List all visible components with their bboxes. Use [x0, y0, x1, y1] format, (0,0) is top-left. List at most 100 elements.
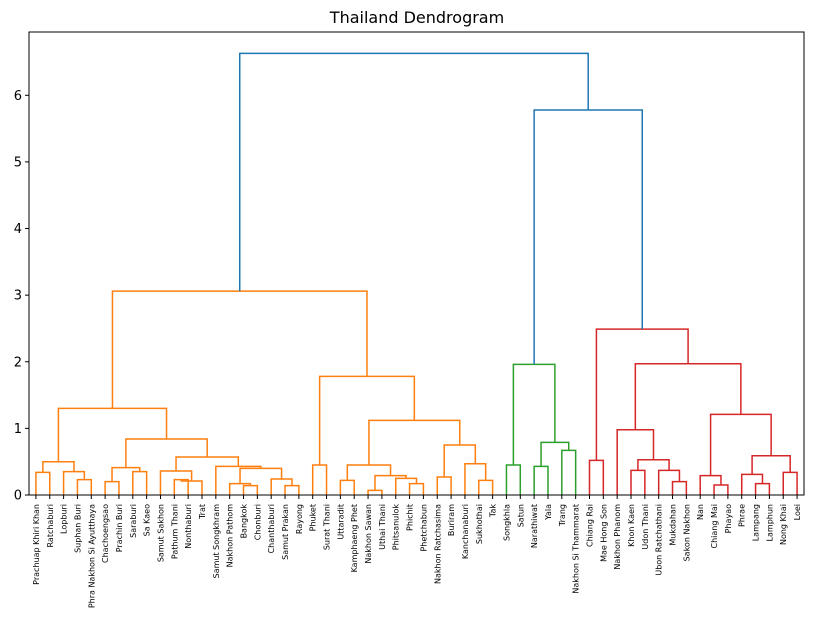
dendrogram-link [505, 464, 522, 495]
dendrogram-link [42, 460, 75, 473]
leaf-label: Trang [558, 504, 567, 527]
leaf-label: Prachin Buri [115, 504, 124, 552]
dendrogram-link [318, 375, 416, 466]
leaf-label: Rayong [295, 504, 304, 534]
dendrogram-link [630, 469, 646, 495]
leaf-label: Udon Thani [641, 504, 650, 550]
dendrogram-link [394, 477, 418, 495]
leaf-label: Nonthaburi [184, 504, 193, 549]
dendrogram-link [367, 489, 383, 495]
plot-frame [28, 31, 805, 496]
leaf-label: Phrae [738, 504, 747, 527]
x-axis: Prachuap Khiri Khan Ratchaburi Lopburi Suph… [32, 495, 802, 608]
leaf-label: Kanchanaburi [461, 504, 470, 559]
dendrogram-link [270, 478, 293, 495]
dendrogram-link [709, 413, 772, 476]
dendrogram-link [346, 464, 392, 481]
dendrogram-link [699, 474, 722, 495]
dendrogram-link [57, 407, 168, 462]
leaf-label: Phayao [724, 504, 733, 533]
leaf-label: Phitsanulok [392, 504, 401, 551]
leaf-label: Sakon Nakhon [682, 504, 691, 561]
dendrogram-link [111, 290, 368, 409]
dendrogram-link [228, 482, 252, 495]
leaf-label: Phra Nakhon Si Ayutthaya [87, 504, 96, 608]
dendrogram-link [159, 470, 193, 495]
leaf-label: Samut Songkhram [212, 504, 221, 579]
leaf-label: Tak [489, 504, 498, 518]
dendrogram-link [561, 449, 577, 495]
dendrogram-link [436, 476, 452, 495]
dendrogram-link [374, 474, 407, 491]
dendrogram-link [512, 363, 556, 466]
leaf-label: Songkhla [502, 504, 511, 541]
dendrogram-link [443, 444, 477, 478]
dendrogram-link [76, 478, 93, 495]
y-tick-label: 6 [14, 89, 22, 104]
leaf-label: Buriram [447, 504, 456, 536]
leaf-label: Phetchabun [419, 504, 428, 552]
leaf-label: Lamphun [765, 504, 774, 541]
dendrogram-link [215, 465, 262, 495]
leaf-label: Chonburi [253, 504, 262, 540]
dendrogram-link [751, 454, 791, 475]
y-tick-label: 4 [14, 222, 22, 237]
dendrogram-link [657, 469, 681, 495]
leaf-label: Nakhon Pathom [226, 504, 235, 568]
dendrogram-link [616, 428, 655, 495]
leaf-label: Kamphaeng Phet [350, 504, 359, 572]
dendrogram-link [368, 419, 461, 466]
dendrogram-link [740, 473, 764, 495]
leaf-label: Mukdahan [669, 504, 678, 546]
dendrogram-link [634, 363, 742, 430]
leaf-label: Trat [198, 504, 207, 520]
dendrogram-link [173, 478, 189, 495]
dendrogram-link [540, 441, 570, 467]
dendrogram-link [754, 482, 771, 495]
dendrogram-link [35, 471, 51, 495]
leaf-label: Lampang [752, 504, 761, 541]
dendrogram-links [35, 52, 798, 495]
dendrogram-link [464, 462, 487, 495]
leaf-label: Nakhon Ratchasima [433, 504, 442, 584]
leaf-label: Ratchaburi [46, 504, 55, 547]
leaf-label: Khon Kaen [627, 504, 636, 547]
leaf-label: Sa Kaeo [143, 504, 152, 536]
leaf-label: Chachoengsao [101, 504, 110, 563]
dendrogram-link [311, 464, 328, 495]
dendrogram-link [533, 109, 644, 365]
leaf-label: Samut Prakan [281, 504, 290, 560]
dendrogram-link [242, 484, 259, 495]
dendrogram-link [713, 484, 729, 495]
dendrogram-link [671, 480, 688, 495]
dendrogram-link [180, 479, 203, 495]
y-tick-label: 3 [14, 289, 22, 304]
leaf-label: Nan [696, 504, 705, 520]
leaf-label: Pathum Thani [170, 504, 179, 559]
leaf-label: Chiang Mai [710, 504, 719, 549]
dendrogram-link [595, 328, 689, 461]
dendrogram-link [239, 467, 283, 484]
dendrogram-link [782, 471, 798, 495]
y-tick-label: 5 [14, 155, 22, 170]
leaf-label: Phichit [406, 504, 415, 531]
leaf-label: Narathiwat [530, 504, 539, 548]
leaf-label: Nakhon Si Thammarat [572, 504, 581, 594]
dendrogram-link [339, 479, 355, 495]
dendrogram-link [111, 466, 141, 482]
dendrogram-link [284, 484, 300, 495]
leaf-label: Yala [544, 504, 553, 521]
leaf-label: Saraburi [129, 504, 138, 538]
leaf-label: Suphan Buri [73, 504, 82, 553]
leaf-label: Chiang Rai [585, 504, 594, 547]
dendrogram-link [408, 482, 425, 495]
y-tick-label: 2 [14, 355, 22, 370]
leaf-label: Sukhothai [475, 504, 484, 544]
dendrogram-link [238, 52, 589, 292]
leaf-label: Loei [793, 504, 802, 520]
leaf-label: Satun [516, 504, 525, 527]
y-tick-label: 0 [14, 489, 22, 504]
dendrogram-link [62, 470, 86, 495]
y-axis: 0 1 2 3 4 5 6 [14, 89, 29, 504]
